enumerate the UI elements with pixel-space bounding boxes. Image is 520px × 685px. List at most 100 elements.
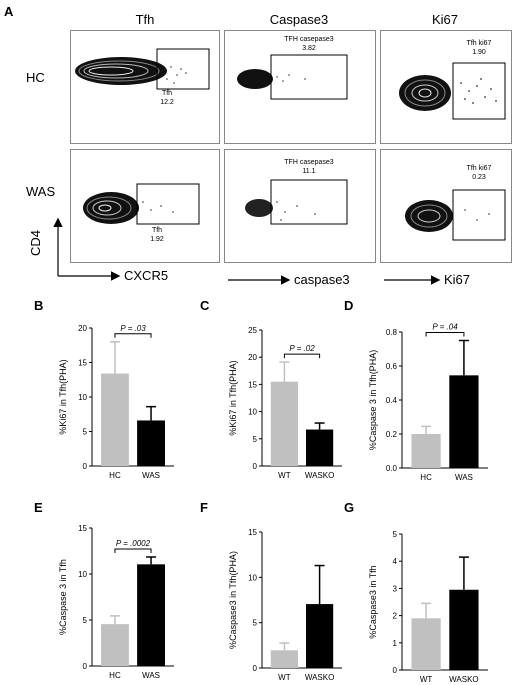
y-tick-label: 10 [248,573,257,582]
gate-label-hc-tfh: Tfh 12.2 [147,89,187,107]
y-tick-label: 20 [248,353,257,362]
bar-hc [101,624,129,666]
gate-value: 12.2 [160,99,174,106]
y-tick-label: 0.4 [386,396,398,405]
gate-name: Tfh [151,227,163,234]
bar-wt [270,650,298,668]
bar-was [137,564,165,666]
x-tick-label: HC [420,473,432,482]
gate-name: Tfh ki67 [466,40,492,47]
y-tick-label: 10 [78,570,87,579]
x-axis-label-cxcr5: CXCR5 [124,268,169,283]
row-label-was: WAS [26,184,56,199]
y-axis-label: %Caspase3 in Tfh(PHA) [228,551,238,649]
gate-value: 3.82 [302,45,316,52]
bar-chart-f: F 0 5 10 15 %Caspase3 in Tfh(PHA) WT WASKO [200,500,342,682]
significance-bracket [114,548,152,553]
x-tick-label: WT [278,471,291,480]
x-tick-label: HC [109,671,121,680]
p-value-label: P = .0002 [116,539,151,548]
panel-letter: D [344,298,353,313]
y-tick-label: 15 [248,528,257,537]
panel-letter: C [200,298,210,313]
x-axis-label-ki67: Ki67 [444,272,471,287]
x-tick-label: HC [109,471,121,480]
x-tick-label: WAS [142,671,160,680]
y-tick-label: 0 [253,462,258,471]
y-tick-label: 0 [253,664,258,673]
gate-value: 1.90 [472,49,486,56]
column-title-tfh: Tfh [135,12,155,27]
panel-letter-a: A [4,4,14,19]
row-label-hc: HC [26,70,45,85]
gate-name: TFH casepase3 [284,159,334,166]
bar-chart-c: C 0 5 10 15 20 25 %Ki67 in Tfh(PHA) WT WASKO P = .… [200,298,342,480]
significance-bracket [114,333,152,338]
x-tick-label: WAS [142,471,160,480]
gate-label-hc-ki67: Tfh ki67 1.90 [453,39,505,57]
panel-letter: B [34,298,43,313]
gate-label-was-tfh: Tfh 1.92 [137,226,177,244]
flow-density-was-tfh [83,183,200,225]
y-tick-label: 10 [78,393,87,402]
flow-density-was-ki67 [405,189,506,241]
column-title-ki67: Ki67 [431,12,459,27]
y-axis-label: %Caspase3 in Tfh [368,565,378,638]
flow-plot-hc-tfh: Tfh 12.2 [70,30,220,144]
column-title-caspase3: Caspase3 [269,12,329,27]
bar-hc [411,434,441,468]
y-axis-label-cd4: CD4 [28,229,43,256]
gate-value: 11.1 [302,168,316,175]
x-tick-label: WT [278,673,291,682]
bar-wasko [306,429,334,466]
y-tick-label: 5 [83,428,88,437]
y-tick-label: 2 [393,612,398,621]
gate-value: 1.92 [150,236,164,243]
bar-wt [411,618,441,670]
bar-hc [101,373,129,466]
flow-density-hc-ki67 [399,62,506,120]
y-tick-label: 10 [248,408,257,417]
gate-label-was-ki67: Tfh ki67 0.23 [453,164,505,182]
y-tick-label: 5 [253,619,258,628]
flow-density-hc-caspase3 [237,54,348,100]
p-value-label: P = .04 [432,323,458,332]
flow-density-hc-tfh [75,48,210,90]
y-tick-label: 0.6 [386,362,398,371]
y-tick-label: 5 [83,616,88,625]
gate-name: Tfh ki67 [466,165,492,172]
bar-wasko [306,604,334,668]
flow-plot-was-tfh: Tfh 1.92 [70,149,220,263]
bar-chart-b: B 0 5 10 15 20 %Ki67 in Tfh(PHA) HC WAS P = .03 [34,298,174,480]
y-axis-label: %Caspase 3 in Tfh [58,559,68,635]
gate-label-was-caspase3: TFH casepase3 11.1 [271,158,347,176]
x-tick-label: WASKO [305,471,334,480]
flow-plot-was-ki67: Tfh ki67 0.23 [380,149,512,263]
bar-chart-e: E 0 5 10 15 %Caspase 3 in Tfh HC WAS P = .0002 [34,500,174,680]
panel-letter: G [344,500,354,515]
x-tick-label: WASKO [449,675,478,684]
y-tick-label: 0.0 [386,464,398,473]
y-tick-label: 5 [393,530,398,539]
x-tick-label: WASKO [305,673,334,682]
y-tick-label: 0 [393,666,398,675]
y-tick-label: 15 [78,524,87,533]
flow-density-was-caspase3 [245,179,348,225]
bar-was [449,375,479,468]
y-tick-label: 0.2 [386,430,398,439]
gate-value: 0.23 [472,174,486,181]
bar-chart-d: D 0.0 0.2 0.4 0.6 0.8 %Caspase 3 in Tfh(PHA) HC… [344,298,488,482]
flow-plot-hc-caspase3: TFH casepase3 3.82 [224,30,376,144]
flow-plot-was-caspase3: TFH casepase3 11.1 [224,149,376,263]
y-tick-label: 5 [253,435,258,444]
bar-was [137,420,165,466]
y-tick-label: 20 [78,324,87,333]
p-value-label: P = .03 [120,324,146,333]
gate-name: Tfh [161,90,173,97]
bar-wt [270,381,298,466]
y-tick-label: 0 [83,662,88,671]
gate-name: TFH casepase3 [284,36,334,43]
bar-chart-g: G 0 1 2 3 4 5 %Caspase3 in Tfh WT WASKO [344,500,488,684]
y-axis-label: %Ki67 in Tfh(PHA) [228,360,238,435]
